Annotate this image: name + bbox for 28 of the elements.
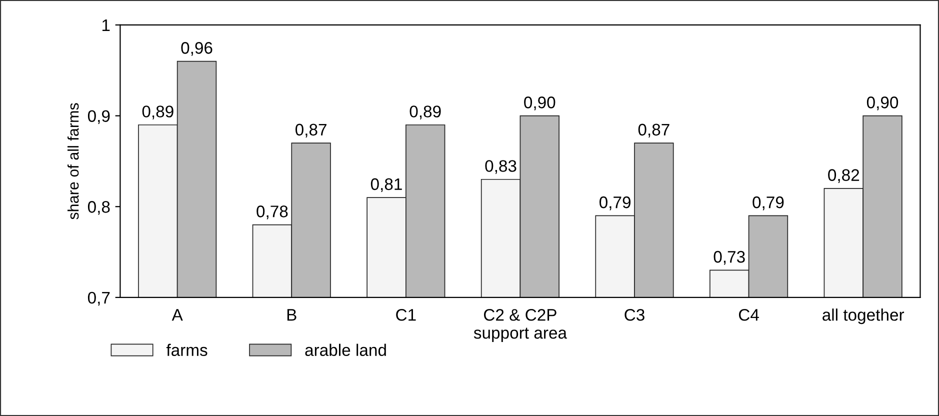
data-label: 0,96	[181, 42, 212, 56]
x-tick-label: C4	[738, 308, 759, 321]
y-axis-title: share of all farms	[68, 103, 79, 220]
data-label: 0,83	[485, 160, 516, 174]
x-tick-label: A	[172, 309, 183, 321]
data-label: 0,87	[638, 124, 670, 138]
legend-label: arable land	[305, 344, 386, 356]
y-tick-label: 0,9	[88, 110, 110, 124]
data-label: 0,79	[600, 196, 630, 210]
data-label: 0,89	[410, 106, 441, 120]
data-label: 0,90	[866, 96, 898, 110]
y-tick-label: 0,7	[88, 292, 110, 306]
data-label: 0,82	[828, 169, 860, 183]
data-label: 0,81	[370, 178, 402, 192]
y-tick-label: 0,8	[88, 201, 110, 215]
data-label: 0,79	[752, 196, 784, 210]
data-label: 0,90	[524, 96, 556, 110]
x-tick-label: C2 & C2P support area	[474, 308, 567, 342]
data-label: 0,89	[142, 106, 174, 120]
x-tick-label: C1	[396, 308, 416, 321]
data-label: 0,73	[714, 250, 745, 265]
data-label: 0,78	[256, 206, 288, 220]
x-tick-label: all together	[822, 308, 904, 324]
legend-label: farms	[166, 344, 208, 356]
x-tick-label: B	[287, 309, 296, 321]
y-tick-label: 1	[102, 20, 110, 31]
x-tick-label: C3	[624, 308, 644, 321]
data-label: 0,87	[295, 124, 326, 138]
